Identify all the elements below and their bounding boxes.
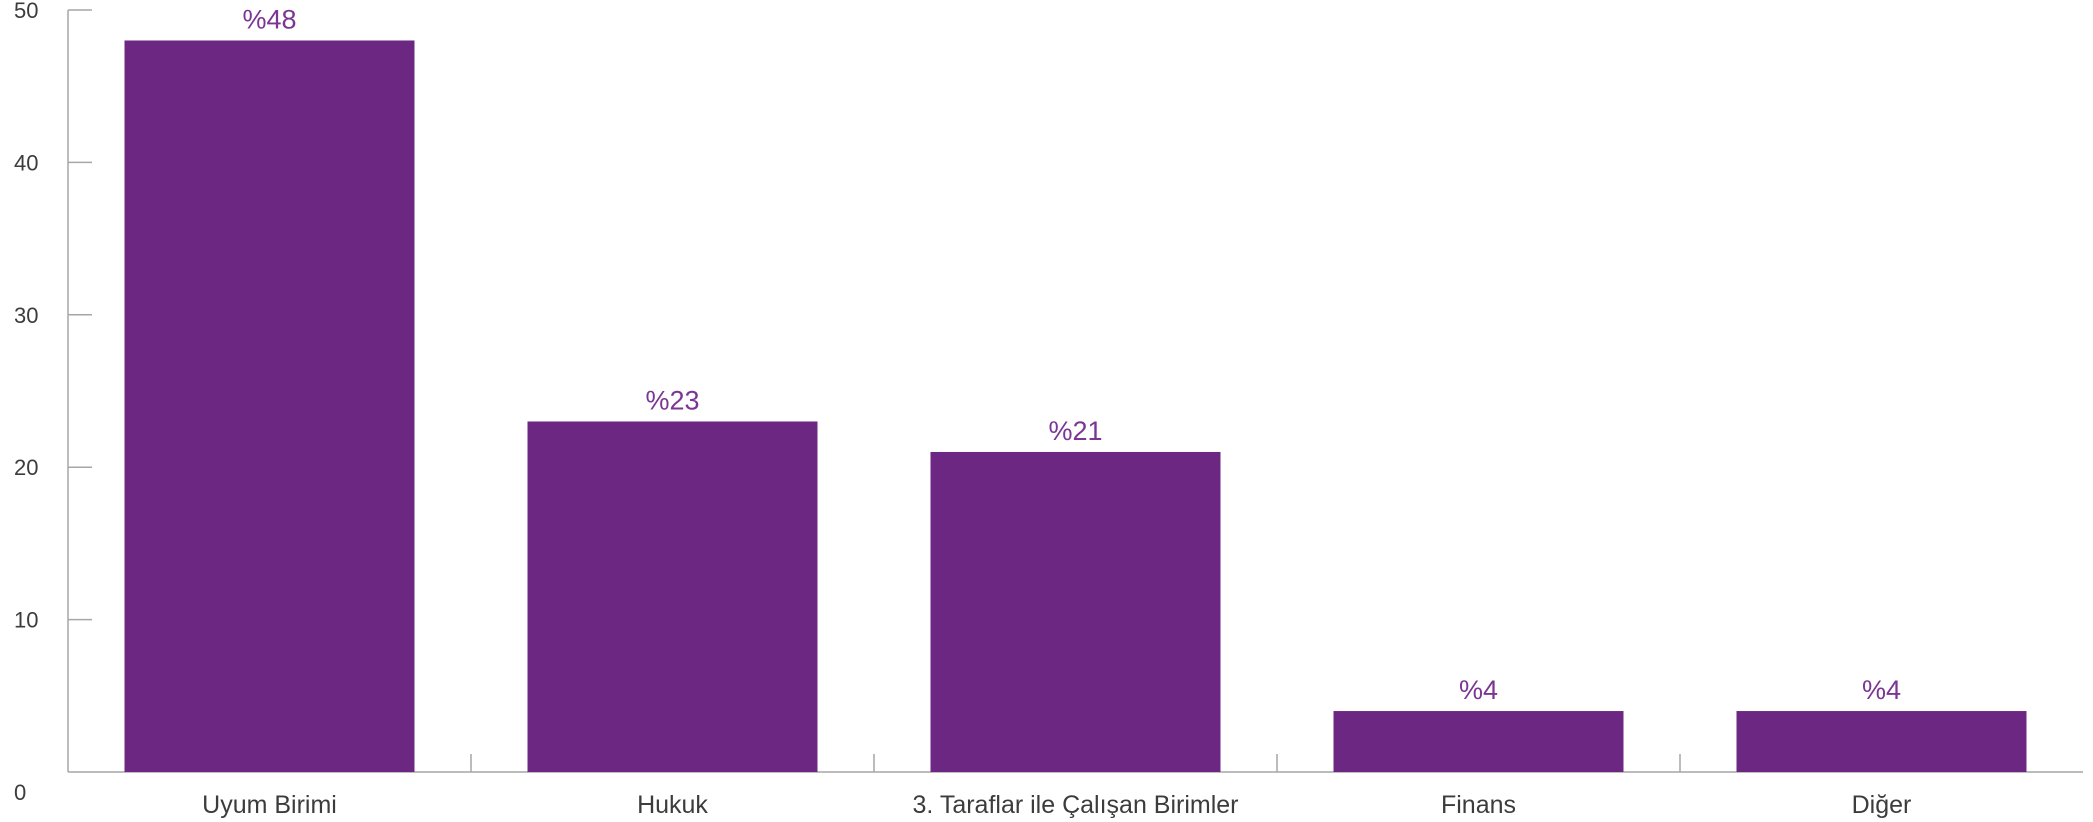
chart-labels: 0 10 20 30 40 50 %48 Uyum Birimi %23 Hukuk %21 3. T… xyxy=(14,0,1911,819)
bar-data-label: %4 xyxy=(1459,675,1498,705)
bar xyxy=(1736,711,2027,772)
y-tick-label: 10 xyxy=(14,608,38,633)
chart-bars xyxy=(124,40,2027,773)
x-category-label: Hukuk xyxy=(637,791,708,819)
x-category-label: 3. Taraflar ile Çalışan Birimler xyxy=(912,791,1238,819)
y-tick-label: 30 xyxy=(14,303,38,328)
x-category-label: Finans xyxy=(1441,791,1516,819)
y-tick-label: 40 xyxy=(14,150,38,175)
y-tick-label: 50 xyxy=(14,0,38,23)
bar-data-label: %4 xyxy=(1862,675,1901,705)
x-category-label: Uyum Birimi xyxy=(202,791,337,819)
bar-data-label: %23 xyxy=(645,385,699,415)
x-category-label: Diğer xyxy=(1852,791,1912,819)
bar xyxy=(124,40,415,773)
bar xyxy=(527,421,818,772)
bar xyxy=(1333,711,1624,772)
bar-data-label: %21 xyxy=(1048,416,1102,446)
y-tick-label: 20 xyxy=(14,455,38,480)
y-tick-label: 0 xyxy=(14,780,26,805)
bar-data-label: %48 xyxy=(242,4,296,34)
bar xyxy=(930,451,1221,772)
